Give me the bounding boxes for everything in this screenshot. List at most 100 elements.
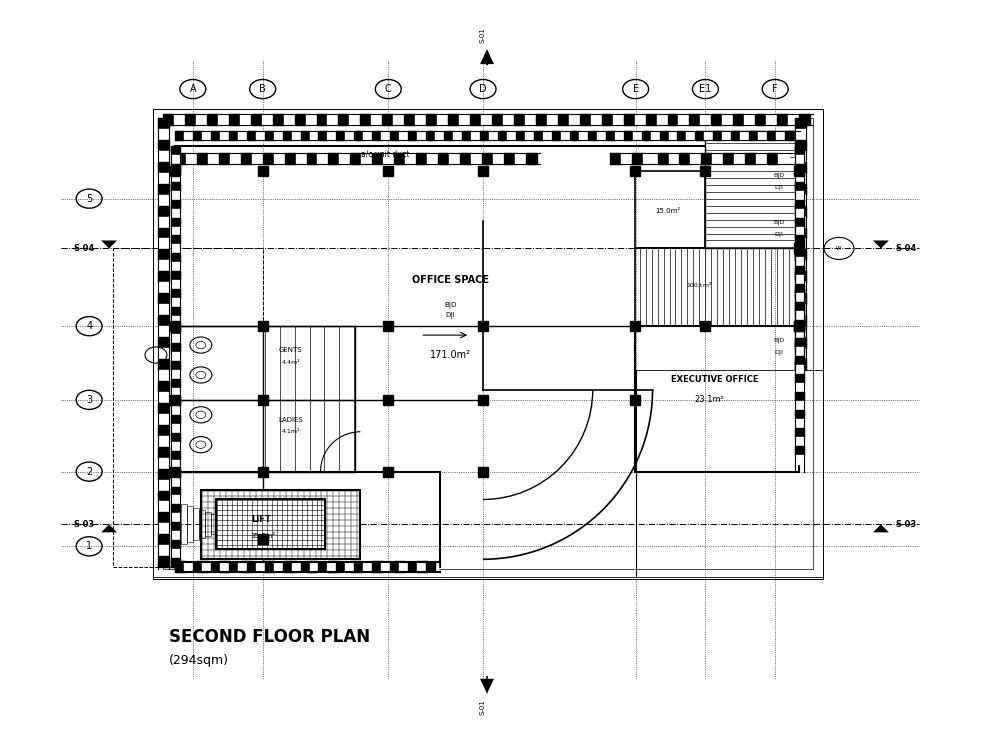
Text: E1: E1 xyxy=(700,84,711,94)
Polygon shape xyxy=(405,153,416,164)
Polygon shape xyxy=(328,153,340,164)
Polygon shape xyxy=(316,114,327,125)
Polygon shape xyxy=(294,114,305,125)
Polygon shape xyxy=(794,260,805,271)
Polygon shape xyxy=(306,153,317,164)
Polygon shape xyxy=(158,348,169,359)
Polygon shape xyxy=(340,153,351,164)
Polygon shape xyxy=(171,208,181,217)
Polygon shape xyxy=(174,114,185,125)
Polygon shape xyxy=(794,282,805,293)
Polygon shape xyxy=(263,561,274,572)
Polygon shape xyxy=(794,383,803,392)
Polygon shape xyxy=(794,195,805,206)
Polygon shape xyxy=(171,504,181,513)
Polygon shape xyxy=(416,561,427,572)
Polygon shape xyxy=(171,424,181,433)
Bar xyxy=(205,512,210,537)
Polygon shape xyxy=(364,131,372,141)
Polygon shape xyxy=(158,523,169,534)
Polygon shape xyxy=(171,271,181,281)
Polygon shape xyxy=(258,534,268,545)
Polygon shape xyxy=(171,289,181,298)
Polygon shape xyxy=(794,227,803,235)
Polygon shape xyxy=(526,153,536,164)
Polygon shape xyxy=(158,359,169,370)
Polygon shape xyxy=(210,131,219,141)
Polygon shape xyxy=(542,131,552,141)
Polygon shape xyxy=(309,131,318,141)
Text: B|D: B|D xyxy=(774,219,784,225)
Bar xyxy=(187,507,193,542)
Polygon shape xyxy=(158,337,169,348)
Bar xyxy=(175,326,356,472)
Polygon shape xyxy=(186,561,197,572)
Polygon shape xyxy=(207,561,218,572)
Polygon shape xyxy=(427,153,438,164)
Polygon shape xyxy=(372,562,381,571)
Polygon shape xyxy=(498,131,507,141)
Polygon shape xyxy=(171,415,181,424)
Polygon shape xyxy=(794,401,803,410)
Polygon shape xyxy=(794,293,803,303)
Text: S-03: S-03 xyxy=(896,520,917,529)
Bar xyxy=(153,109,823,579)
Bar xyxy=(163,118,813,569)
Polygon shape xyxy=(445,131,453,141)
Polygon shape xyxy=(218,153,230,164)
Polygon shape xyxy=(193,562,202,571)
Polygon shape xyxy=(158,447,169,458)
Polygon shape xyxy=(579,131,588,141)
Polygon shape xyxy=(794,348,805,359)
Polygon shape xyxy=(171,549,181,558)
Polygon shape xyxy=(794,325,803,334)
Polygon shape xyxy=(620,153,631,164)
Polygon shape xyxy=(170,395,180,405)
Polygon shape xyxy=(794,217,805,227)
Polygon shape xyxy=(399,562,408,571)
Polygon shape xyxy=(700,114,711,125)
Text: D|I: D|I xyxy=(775,232,783,237)
Polygon shape xyxy=(158,173,169,184)
Polygon shape xyxy=(535,114,546,125)
Polygon shape xyxy=(734,153,745,164)
Polygon shape xyxy=(615,131,623,141)
Polygon shape xyxy=(634,114,645,125)
Polygon shape xyxy=(163,114,174,125)
Polygon shape xyxy=(794,392,803,401)
Polygon shape xyxy=(158,326,169,337)
Polygon shape xyxy=(712,153,723,164)
Polygon shape xyxy=(794,418,803,428)
Polygon shape xyxy=(669,153,680,164)
Polygon shape xyxy=(247,131,256,141)
Polygon shape xyxy=(171,469,181,477)
Bar xyxy=(705,131,799,249)
Text: EXECUTIVE OFFICE: EXECUTIVE OFFICE xyxy=(671,375,758,384)
Polygon shape xyxy=(629,165,639,176)
Polygon shape xyxy=(438,153,450,164)
Polygon shape xyxy=(629,395,639,405)
Polygon shape xyxy=(202,562,210,571)
Polygon shape xyxy=(258,165,268,176)
Polygon shape xyxy=(171,397,181,406)
Polygon shape xyxy=(158,184,169,195)
Polygon shape xyxy=(794,155,803,164)
Polygon shape xyxy=(251,114,262,125)
Polygon shape xyxy=(668,114,679,125)
Text: GENTS: GENTS xyxy=(279,347,302,353)
Polygon shape xyxy=(794,307,803,316)
Text: S-01: S-01 xyxy=(479,28,485,43)
Polygon shape xyxy=(794,173,805,184)
Polygon shape xyxy=(534,131,542,141)
Text: D|I: D|I xyxy=(775,185,783,190)
Polygon shape xyxy=(525,131,534,141)
Polygon shape xyxy=(158,534,169,545)
Text: F: F xyxy=(773,84,778,94)
Polygon shape xyxy=(229,562,238,571)
Polygon shape xyxy=(722,131,731,141)
Polygon shape xyxy=(794,326,805,337)
Polygon shape xyxy=(158,414,169,425)
Polygon shape xyxy=(794,244,803,254)
Polygon shape xyxy=(768,153,779,164)
Polygon shape xyxy=(740,131,749,141)
